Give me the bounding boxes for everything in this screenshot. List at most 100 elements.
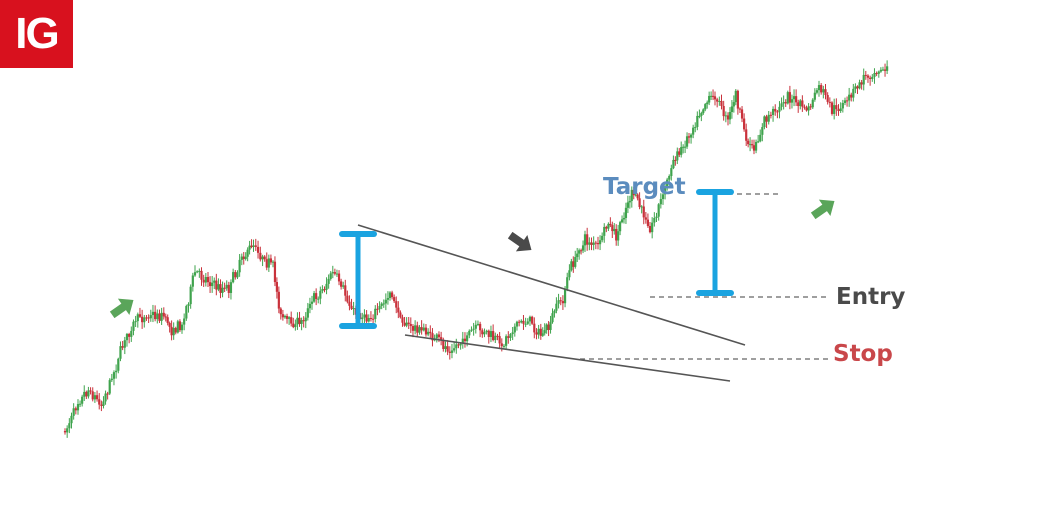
candle-body bbox=[256, 246, 260, 253]
candle-body bbox=[856, 86, 859, 89]
candle-body bbox=[666, 179, 669, 188]
candle-body bbox=[866, 75, 870, 78]
candle-body bbox=[211, 282, 214, 287]
candle-body bbox=[335, 273, 339, 275]
candle-body bbox=[843, 100, 847, 103]
candle-body bbox=[822, 89, 825, 93]
candle-body bbox=[718, 100, 721, 102]
candle-body bbox=[298, 317, 301, 324]
candle-body bbox=[378, 305, 381, 310]
candle-body bbox=[788, 92, 791, 103]
candle-body bbox=[102, 401, 105, 406]
candle-body bbox=[541, 333, 544, 336]
candle-body bbox=[636, 194, 639, 199]
candle-body bbox=[68, 423, 71, 429]
candle-body bbox=[750, 144, 754, 146]
candle-body bbox=[586, 234, 589, 245]
candle-body bbox=[754, 141, 758, 151]
candle-body bbox=[440, 337, 443, 340]
candle-body bbox=[869, 77, 872, 79]
candle-body bbox=[219, 284, 222, 293]
candle-body bbox=[191, 275, 194, 287]
candle-body bbox=[583, 234, 587, 246]
candle-body bbox=[106, 393, 109, 395]
candle-body bbox=[337, 273, 341, 282]
candle-body bbox=[250, 245, 253, 247]
candle-body bbox=[507, 336, 510, 338]
candle-body bbox=[613, 228, 616, 232]
candle-body bbox=[850, 94, 853, 98]
candle-body bbox=[74, 408, 77, 411]
candle-body bbox=[848, 94, 851, 101]
candle-body bbox=[281, 314, 284, 318]
candle-body bbox=[708, 95, 711, 103]
candle-body bbox=[786, 92, 789, 104]
candle-body bbox=[416, 325, 419, 333]
candle-body bbox=[698, 115, 701, 117]
candle-body bbox=[807, 106, 810, 111]
candle-body bbox=[632, 189, 635, 196]
candle-body bbox=[588, 242, 591, 245]
candle-body bbox=[881, 69, 885, 71]
candle-body bbox=[121, 346, 124, 348]
candle-body bbox=[189, 286, 192, 305]
candle-body bbox=[240, 256, 243, 260]
candle-body bbox=[403, 322, 406, 326]
candle-body bbox=[682, 146, 685, 148]
candle-body bbox=[684, 146, 687, 148]
candle-body bbox=[657, 204, 660, 217]
candle-body bbox=[476, 323, 480, 325]
candle-body bbox=[198, 270, 201, 272]
candle-body bbox=[830, 102, 834, 114]
candle-body bbox=[158, 313, 161, 321]
candle-body bbox=[160, 312, 163, 321]
candle-body bbox=[63, 431, 67, 433]
candle-body bbox=[312, 293, 316, 302]
candle-body bbox=[283, 315, 287, 318]
candle-body bbox=[479, 323, 482, 331]
candle-body bbox=[883, 69, 887, 71]
candle-body bbox=[180, 324, 184, 331]
candle-body bbox=[713, 96, 717, 100]
candle-body bbox=[147, 317, 150, 319]
candle-body bbox=[162, 312, 165, 317]
candle-body bbox=[638, 198, 641, 207]
candle-body bbox=[110, 378, 113, 381]
candle-body bbox=[145, 317, 148, 319]
candle-body bbox=[374, 308, 377, 319]
candle-body bbox=[845, 100, 849, 102]
candle-body bbox=[511, 332, 514, 335]
candle-body bbox=[492, 331, 495, 341]
candle-body bbox=[104, 393, 107, 402]
candle-body bbox=[873, 73, 876, 77]
candle-body bbox=[795, 96, 798, 103]
candle-body bbox=[820, 85, 823, 93]
candle-body bbox=[294, 324, 297, 328]
candle-body bbox=[119, 346, 122, 359]
candle-body bbox=[170, 326, 173, 336]
candle-body bbox=[634, 194, 637, 196]
candle-body bbox=[535, 332, 538, 335]
candle-body bbox=[864, 74, 867, 76]
candle-body bbox=[676, 151, 679, 161]
candle-body bbox=[288, 317, 291, 319]
candle-body bbox=[117, 358, 120, 371]
candle-body bbox=[390, 292, 394, 298]
candle-body bbox=[115, 370, 118, 373]
candle-body bbox=[344, 285, 347, 296]
candle-body bbox=[797, 102, 800, 107]
candle-body bbox=[626, 202, 629, 208]
candle-body bbox=[531, 316, 534, 324]
candles-layer bbox=[63, 60, 889, 438]
candle-body bbox=[839, 108, 842, 112]
candle-body bbox=[782, 102, 785, 104]
candle-body bbox=[450, 350, 454, 353]
candle-body bbox=[875, 73, 878, 75]
candle-body bbox=[559, 300, 562, 302]
candle-body bbox=[738, 108, 742, 110]
candle-body bbox=[817, 85, 821, 91]
candle-body bbox=[826, 95, 829, 102]
candle-body bbox=[702, 109, 705, 114]
candle-body bbox=[246, 249, 249, 257]
